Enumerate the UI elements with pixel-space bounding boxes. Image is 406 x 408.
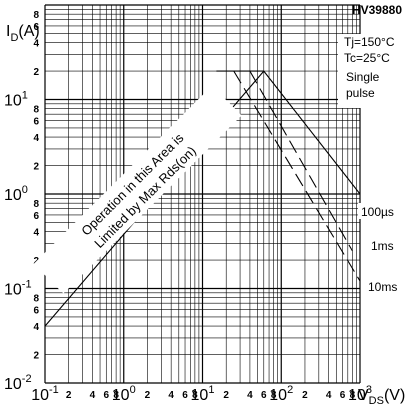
x-minor-tick-label: 6 xyxy=(103,390,109,401)
x-axis-label-main: V xyxy=(358,387,369,404)
label-bg-10ms xyxy=(364,278,404,294)
y-axis-label-unit: (A) xyxy=(18,23,39,40)
x-minor-tick-label: 4 xyxy=(326,390,332,401)
y-minor-tick-label: 4 xyxy=(33,228,39,239)
y-minor-tick-label: 2 xyxy=(33,67,39,78)
x-tick-label: 100 xyxy=(112,384,136,404)
y-axis-label-sub: D xyxy=(10,32,18,44)
x-minor-tick-label: 6 xyxy=(182,390,188,401)
series-line-0 xyxy=(263,70,361,195)
series-label-1ms: 1ms xyxy=(371,239,394,253)
y-minor-tick-label: 8 xyxy=(33,294,39,305)
y-tick-label: 10-2 xyxy=(4,373,32,393)
x-minor-tick-label: 2 xyxy=(145,390,151,401)
x-minor-tick-label: 4 xyxy=(90,390,96,401)
y-minor-tick-label: 4 xyxy=(33,133,39,144)
condition-single: Single xyxy=(346,70,380,84)
series-labels: 100µs 1ms 10ms xyxy=(358,203,404,294)
condition-tj: Tj=150°C xyxy=(344,35,395,49)
conditions-box: Tj=150°C Tc=25°C Single pulse xyxy=(338,34,406,108)
y-axis-label: ID(A) xyxy=(6,23,40,44)
x-minor-tick-label: 6 xyxy=(340,390,346,401)
y-minor-tick-label: 6 xyxy=(33,22,39,33)
x-tick-label: 10-1 xyxy=(31,384,59,404)
x-minor-tick-label: 8 xyxy=(271,390,277,401)
x-minor-tick-label: 2 xyxy=(66,390,72,401)
y-tick-label: 100 xyxy=(4,184,28,204)
x-tick-label: 103 xyxy=(348,384,372,404)
x-minor-tick-label: 8 xyxy=(113,390,119,401)
series-line-1 xyxy=(249,70,353,252)
series-label-10ms: 10ms xyxy=(368,280,397,294)
y-minor-tick-label: 4 xyxy=(33,39,39,50)
rdson-annotation-bg xyxy=(33,85,242,294)
y-minor-tick-label: 8 xyxy=(33,105,39,116)
x-axis-label-sub: DS xyxy=(369,395,384,407)
x-minor-tick-label: 6 xyxy=(261,390,267,401)
x-minor-tick-label: 4 xyxy=(247,390,253,401)
y-minor-tick-label: 6 xyxy=(33,305,39,316)
y-minor-tick-label: 8 xyxy=(33,10,39,21)
y-minor-tick-label: 8 xyxy=(33,199,39,210)
conditions-bg xyxy=(338,34,406,108)
condition-pulse: pulse xyxy=(346,86,375,100)
y-minor-tick-label: 2 xyxy=(33,351,39,362)
x-minor-tick-label: 8 xyxy=(192,390,198,401)
grid xyxy=(44,4,361,384)
label-bg-1ms xyxy=(368,237,402,253)
y-minor-tick-label: 2 xyxy=(33,162,39,173)
x-tick-label: 102 xyxy=(269,384,293,404)
series-line-2 xyxy=(233,70,361,282)
series-label-100us: 100µs xyxy=(361,205,394,219)
y-tick-label: 101 xyxy=(4,90,28,110)
x-minor-tick-label: 2 xyxy=(302,390,308,401)
label-bg-100us xyxy=(358,203,404,219)
x-axis-label: VDS(V) xyxy=(358,387,405,407)
x-axis-label-unit: (V) xyxy=(384,387,405,404)
x-minor-tick-label: 4 xyxy=(168,390,174,401)
y-minor-tick-label: 6 xyxy=(33,211,39,222)
y-axis-label-main: I xyxy=(6,23,10,40)
y-tick-label: 10-1 xyxy=(4,279,32,299)
rdson-annotation: Operation in this Area is Limited by Max… xyxy=(33,85,242,294)
x-tick-label: 101 xyxy=(191,384,215,404)
y-minor-tick-label: 6 xyxy=(33,116,39,127)
x-minor-tick-label: 8 xyxy=(350,390,356,401)
condition-tc: Tc=25°C xyxy=(344,51,390,65)
chart-title: HV39880 xyxy=(352,3,402,17)
x-minor-tick-label: 2 xyxy=(223,390,229,401)
y-minor-tick-label: 4 xyxy=(33,322,39,333)
